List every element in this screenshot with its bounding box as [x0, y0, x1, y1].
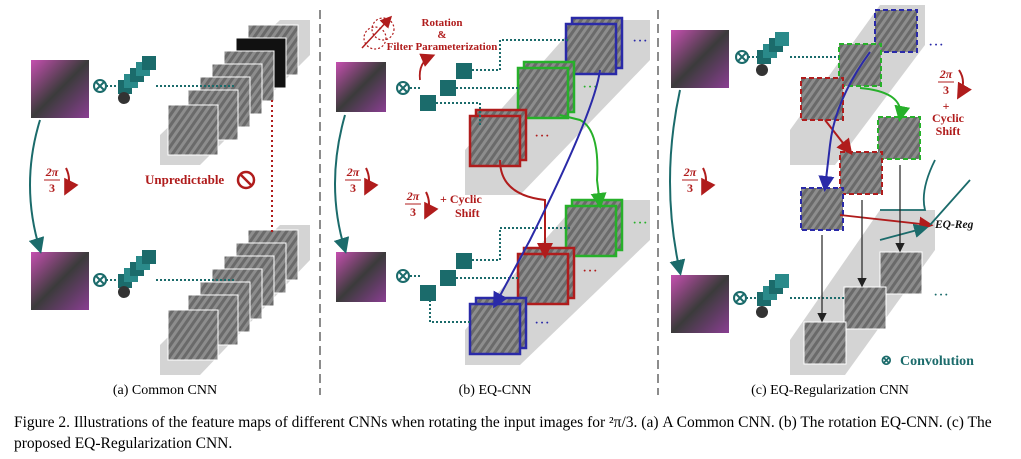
panel-a: Unpredictable 2π 3 — [28, 20, 310, 375]
shift-label: Shift — [455, 206, 480, 220]
plus-label: + — [943, 99, 950, 113]
rotation-den: 3 — [350, 181, 356, 195]
filter-bank-bottom — [756, 274, 789, 318]
input-image-bottom — [31, 252, 89, 310]
legend-symbol: ⊗ — [880, 353, 893, 369]
rotation-den: 3 — [410, 205, 416, 219]
rotation-dial-icon — [361, 15, 395, 50]
filter-bank-top — [756, 32, 789, 76]
eq-reg-label: EQ-Reg — [934, 219, 974, 231]
figure-caption: Figure 2. Illustrations of the feature m… — [14, 412, 1009, 454]
shift-label: Shift — [936, 124, 961, 138]
panel-c: ··· ··· EQ-Reg 2π 3 2π 3 + Cyclic Shift … — [669, 5, 974, 375]
convolution-icon — [396, 269, 410, 283]
input-image-top — [336, 62, 386, 112]
prohibited-icon — [236, 170, 256, 190]
feature-stack-bottom — [167, 229, 299, 361]
rotation-den: 3 — [687, 181, 693, 195]
caption-b: (b) EQ-CNN — [458, 383, 532, 398]
svg-text:···: ··· — [582, 263, 598, 280]
convolution-icon — [733, 291, 747, 305]
shift-arrow-red — [499, 159, 553, 259]
svg-text:···: ··· — [632, 33, 648, 50]
feature-group-red-bottom — [516, 246, 576, 306]
svg-text:···: ··· — [534, 128, 550, 145]
filter-bank-bottom — [118, 250, 156, 298]
legend-label: Convolution — [900, 354, 974, 369]
svg-text:···: ··· — [928, 37, 944, 54]
rotation-arrow — [28, 119, 45, 254]
svg-text:···: ··· — [933, 287, 949, 304]
unpredictable-label: Unpredictable — [145, 172, 224, 187]
input-image-bottom — [336, 252, 386, 302]
feature-stack-bottom — [803, 251, 923, 365]
rotation-arrow — [333, 114, 350, 254]
input-image-top — [31, 60, 89, 118]
input-image-top — [671, 30, 729, 88]
svg-text:···: ··· — [534, 315, 550, 332]
filter-bank-top — [118, 56, 156, 104]
feature-stack-top — [167, 24, 299, 156]
cyclic-label: Cyclic — [932, 111, 965, 125]
rotation-num: 2π — [406, 189, 420, 203]
figure-label: Figure 2. — [14, 414, 70, 431]
shift-arrow-blue — [493, 69, 601, 309]
input-image-bottom — [671, 275, 729, 333]
convolution-icon — [396, 81, 410, 95]
rotation-den: 3 — [49, 181, 55, 195]
feature-stack-top — [800, 9, 918, 121]
rotation-arrow — [669, 89, 686, 276]
caption-c: (c) EQ-Regularization CNN — [751, 383, 909, 398]
caption-a: (a) Common CNN — [112, 383, 218, 398]
shift-arrow-green — [559, 114, 607, 209]
panel-b: ··· ··· ··· ··· ··· ··· 2π 3 2π 3 + Cycl… — [333, 15, 650, 365]
svg-text:···: ··· — [632, 215, 648, 232]
convolution-icon — [93, 273, 107, 287]
ampersand-label: & — [437, 29, 446, 41]
cyclic-shift-label: + Cyclic — [440, 192, 482, 206]
rotation-num: 2π — [346, 165, 360, 179]
convolution-icon — [93, 79, 107, 93]
rotation-label: Rotation — [422, 17, 463, 29]
rotation-num: 2π — [45, 165, 59, 179]
rotation-num: 2π — [939, 67, 953, 81]
figure-diagram: Unpredictable 2π 3 — [28, 5, 974, 395]
feature-group-red-top — [468, 108, 528, 168]
feature-group-green-top — [516, 60, 576, 120]
filter-param-label: Filter Parameterization — [387, 41, 498, 53]
feature-group-green-bottom — [564, 198, 624, 258]
rotation-den: 3 — [943, 83, 949, 97]
rotation-num: 2π — [683, 165, 697, 179]
feature-group-blue-bottom — [468, 296, 528, 356]
convolution-icon — [735, 50, 749, 64]
rotated-filters-top — [420, 63, 472, 111]
figure-caption-text: Illustrations of the feature maps of dif… — [14, 414, 992, 452]
rotated-filters-bottom — [420, 253, 472, 301]
